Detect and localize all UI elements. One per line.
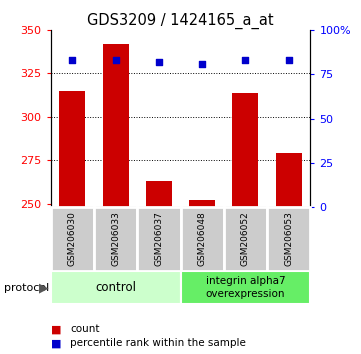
Bar	[180, 271, 310, 304]
Point	[69, 57, 75, 63]
Point	[199, 61, 205, 67]
Text: percentile rank within the sample: percentile rank within the sample	[70, 338, 246, 348]
Text: protocol: protocol	[4, 282, 49, 293]
Point	[286, 57, 292, 63]
Text: GSM206033: GSM206033	[111, 211, 120, 267]
Bar	[59, 91, 85, 207]
Text: ■: ■	[51, 338, 61, 348]
Text: GSM206048: GSM206048	[198, 212, 206, 266]
Bar	[146, 181, 172, 207]
Bar	[51, 207, 94, 271]
Bar	[51, 271, 180, 304]
Bar	[180, 207, 224, 271]
Text: GSM206053: GSM206053	[284, 211, 293, 267]
Text: GSM206030: GSM206030	[68, 211, 77, 267]
Text: ■: ■	[51, 324, 61, 334]
Text: count: count	[70, 324, 100, 334]
Point	[156, 59, 162, 65]
Text: ▶: ▶	[39, 281, 48, 294]
Bar	[276, 153, 302, 207]
Text: GSM206037: GSM206037	[155, 211, 163, 267]
Text: integrin alpha7
overexpression: integrin alpha7 overexpression	[206, 276, 285, 299]
Text: control: control	[95, 281, 136, 294]
Point	[113, 57, 118, 63]
Point	[243, 57, 248, 63]
Text: GSM206052: GSM206052	[241, 212, 250, 266]
Bar	[232, 92, 258, 207]
Bar	[94, 207, 137, 271]
Bar	[103, 44, 129, 207]
Bar	[137, 207, 180, 271]
Text: GDS3209 / 1424165_a_at: GDS3209 / 1424165_a_at	[87, 12, 274, 29]
Bar	[224, 207, 267, 271]
Bar	[267, 207, 310, 271]
Bar	[189, 200, 215, 207]
